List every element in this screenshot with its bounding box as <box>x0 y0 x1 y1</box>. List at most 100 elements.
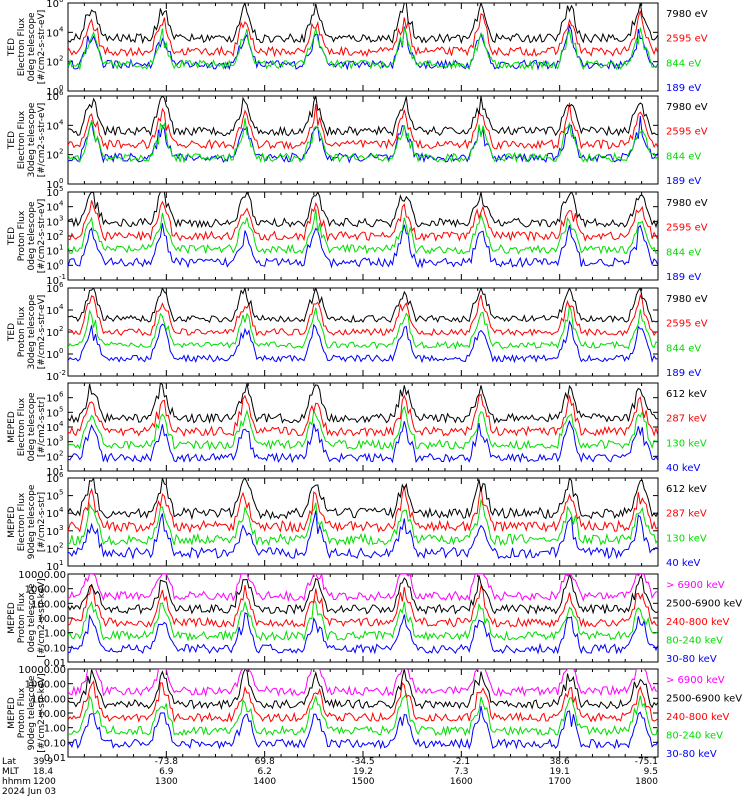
series-line <box>68 478 658 521</box>
x-tick-mlt: 6.9 <box>159 767 174 777</box>
series-line <box>68 692 658 737</box>
legend-entry: 80-240 keV <box>666 731 723 742</box>
y-tick-label-exponent: 6 <box>59 0 64 4</box>
series-line <box>68 680 658 723</box>
y-tick-label-exponent: 6 <box>59 281 64 289</box>
legend-entry: 189 eV <box>666 272 701 283</box>
y-axis-label: TEDProton Flux0deg telescope[#/cm2-s-str… <box>7 199 47 274</box>
y-axis-label-line: [#/cm2-s-str] <box>37 397 47 457</box>
series-line <box>68 583 658 629</box>
y-tick-label-exponent: 1 <box>59 244 63 252</box>
x-tick-hhmm: 1400 <box>253 777 276 787</box>
y-tick-label: 1.00 <box>44 724 66 735</box>
legend-entry: 844 eV <box>666 343 701 354</box>
x-tick-mlt: 19.2 <box>353 767 373 777</box>
x-tick-mlt: 19.1 <box>550 767 570 777</box>
series-line <box>68 208 658 255</box>
traces <box>68 192 658 269</box>
y-tick-label: 10.00 <box>37 709 66 720</box>
y-axis-label-line: 30deg telescope <box>27 294 37 369</box>
y-tick-label: 10 <box>46 544 59 555</box>
y-axis-label-line: [#/cm2-s-str-eV] <box>37 10 47 85</box>
y-tick-label: 10 <box>46 203 59 214</box>
y-axis-label-line: [#/cm2-s-str-eV] <box>37 103 47 178</box>
y-tick-label-exponent: 3 <box>59 435 63 443</box>
x-tick-lat: -75.1 <box>635 757 658 767</box>
y-tick-label-exponent: 6 <box>59 391 64 399</box>
y-axis-label-line: Proton Flux <box>17 592 27 643</box>
legend-entry: 844 eV <box>666 151 701 162</box>
y-tick-label: 10 <box>46 408 59 419</box>
y-tick-label: 10 <box>46 509 59 520</box>
y-tick-label: 10000.00 <box>18 665 66 676</box>
legend-entry: > 6900 keV <box>666 580 725 591</box>
y-tick-label: 1000.00 <box>25 680 66 691</box>
y-tick-label: 10 <box>46 350 59 361</box>
y-axis-label-line: 30deg telescope <box>27 102 37 177</box>
y-axis-label-line: MEPED <box>7 506 17 538</box>
legend-entry: 240-800 keV <box>666 617 730 628</box>
y-axis-label-line: TED <box>7 131 17 150</box>
y-axis-label: TEDProton Flux30deg telescope[#/cm2-s-st… <box>7 294 47 369</box>
legend-entry: 7980 eV <box>666 9 708 20</box>
legend-entry: 189 eV <box>666 176 701 187</box>
y-axis-label-line: [#/cm2-s-str-eV] <box>37 199 47 274</box>
y-axis-label: MEPEDProton Flux90deg telescope[#/cm2-s-… <box>7 673 47 752</box>
y-tick-label: 10 <box>46 452 59 463</box>
y-tick-label: 10000.00 <box>18 570 66 581</box>
y-axis-label-line: [#/cm2-s-str-eV] <box>37 295 47 370</box>
panel-frame <box>67 287 659 377</box>
y-axis-label-line: TED <box>7 227 17 246</box>
y-tick-label: 10 <box>46 151 59 162</box>
y-tick-label: 0.10 <box>44 643 66 654</box>
series-line <box>68 118 658 164</box>
y-tick-label: 10 <box>46 423 59 434</box>
x-tick-hhmm: 1500 <box>352 777 375 787</box>
x-row-label: MLT <box>2 767 20 777</box>
y-axis-label: MEPEDProton Flux0deg telescope[#/cm2-s-s… <box>7 578 47 657</box>
y-tick-label-exponent: 5 <box>59 489 63 497</box>
traces <box>68 383 658 464</box>
series-line <box>68 510 658 560</box>
traces <box>68 288 658 364</box>
y-axis-label-line: Proton Flux <box>17 306 27 357</box>
legend-entry: 30-80 keV <box>666 654 717 665</box>
series-line <box>68 498 658 547</box>
series-line <box>68 320 658 364</box>
y-tick-label-exponent: 3 <box>59 524 63 532</box>
legend-entry: 287 keV <box>666 414 707 425</box>
x-row-label: hhmm <box>2 777 31 787</box>
legend-entry: 287 keV <box>666 509 707 520</box>
y-tick-label-exponent: 0 <box>59 347 63 355</box>
series-line <box>68 612 658 655</box>
y-axis-label-line: Electron Flux <box>17 110 27 169</box>
legend-entry: 130 keV <box>666 438 707 449</box>
y-tick-label-exponent: 1 <box>59 464 63 472</box>
y-tick-label: 100.00 <box>31 694 66 705</box>
series-line <box>68 383 658 425</box>
y-tick-label-exponent: 4 <box>59 420 64 428</box>
y-axis-label-line: [#/cm2-s-str-keV] <box>37 578 47 657</box>
panel-8: 0.010.101.0010.00100.001000.0010000.00ME… <box>7 665 742 764</box>
legend-entry: 612 keV <box>666 389 707 400</box>
y-axis-label-line: 0deg telescope <box>27 583 37 653</box>
y-tick-label: 100.00 <box>31 599 66 610</box>
y-tick-label-exponent: -1 <box>59 273 66 281</box>
series-line <box>68 223 658 269</box>
series-line <box>68 598 658 642</box>
legend-entry: 80-240 keV <box>666 636 723 647</box>
x-tick-lat: -34.5 <box>351 757 374 767</box>
y-axis-label-line: 0deg telescope <box>27 12 37 82</box>
y-tick-label: 10 <box>46 261 59 272</box>
legend-entry: 240-800 keV <box>666 712 730 723</box>
x-tick-lat: 69.8 <box>255 757 275 767</box>
y-tick-label: 0.01 <box>44 753 66 764</box>
legend-entry: 189 eV <box>666 368 701 379</box>
y-tick-label-exponent: 1 <box>59 559 63 567</box>
y-tick-label: 10 <box>46 180 59 191</box>
legend-entry: 2595 eV <box>666 34 708 45</box>
series-line <box>68 305 658 350</box>
